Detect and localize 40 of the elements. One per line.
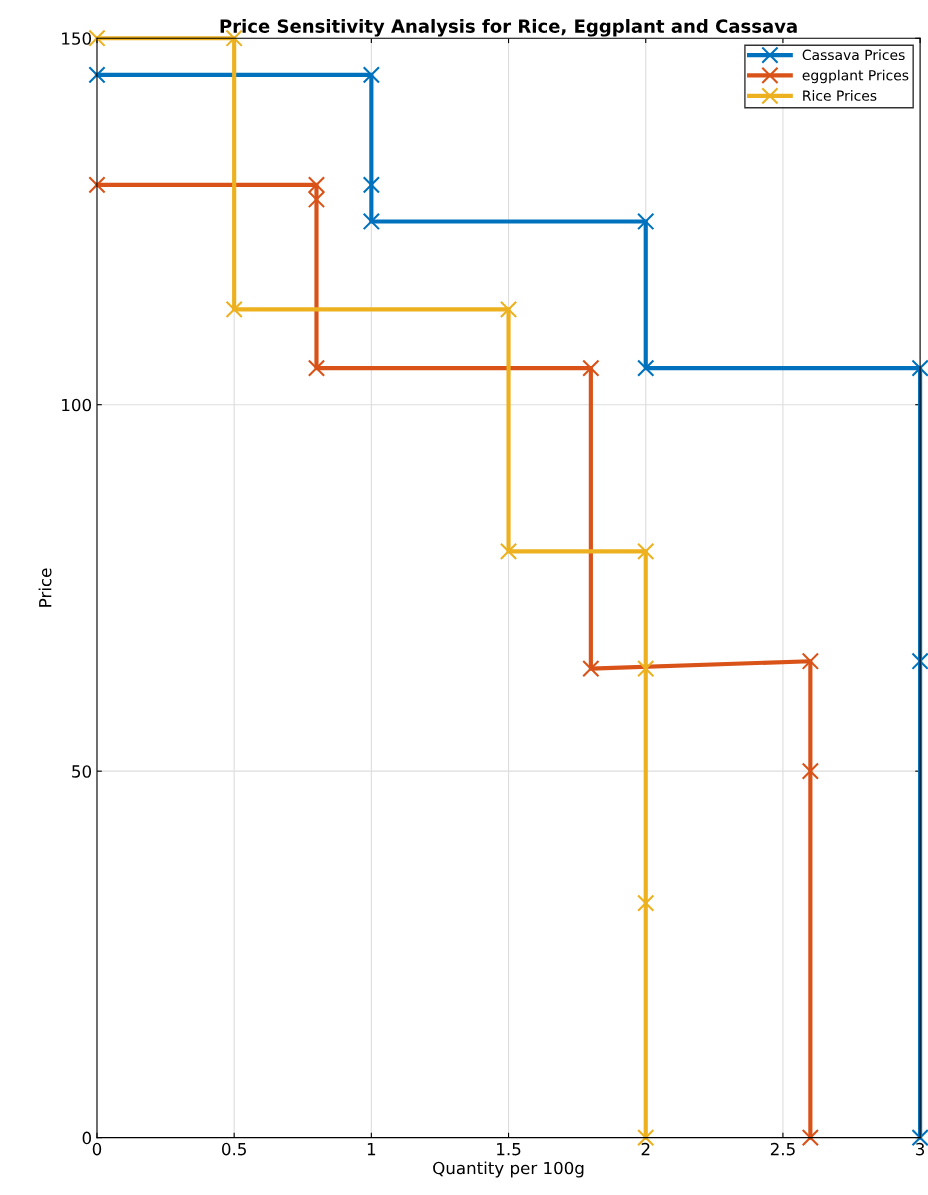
x-tick-label: 0 (92, 1142, 102, 1156)
point (637, 359, 655, 377)
legend-label: Cassava Prices (802, 49, 905, 61)
point (307, 176, 326, 194)
point (637, 212, 655, 231)
x-tick-label: 1 (367, 1143, 376, 1156)
legend-label: eggplant Prices (802, 69, 909, 84)
point (911, 359, 928, 377)
chart-title: Price Sensitivity Analysis for Rice, Eggplant and Cassava (220, 18, 797, 37)
point (801, 762, 820, 780)
point (801, 1128, 820, 1147)
legend-label: Rice Prices (803, 90, 877, 101)
point (582, 359, 600, 377)
x-tick-label: 1.5 (497, 1143, 521, 1156)
x-tick-label: 3 (916, 1142, 925, 1156)
point (582, 659, 600, 678)
point (307, 190, 326, 209)
x-axis-title: Quantity per 100g (433, 1161, 584, 1178)
point (499, 542, 518, 560)
x-tick-label: 2 (641, 1142, 650, 1156)
point (911, 652, 928, 670)
y-tick-label: 50 (72, 765, 92, 778)
point (225, 300, 243, 319)
point (362, 66, 381, 84)
y-tick-label: 100 (62, 398, 92, 412)
point (307, 359, 326, 377)
point (499, 300, 518, 319)
y-tick-label: 0 (82, 1131, 92, 1145)
y-axis-title: Price (38, 568, 52, 607)
point (362, 212, 381, 231)
point (362, 176, 381, 194)
point (88, 176, 106, 194)
y-tick-label: 150 (62, 32, 92, 45)
x-tick-label: 2.5 (770, 1142, 795, 1156)
point (88, 66, 106, 84)
point (637, 542, 655, 560)
point (637, 894, 655, 912)
x-tick-label: 0.5 (222, 1142, 246, 1156)
point (801, 652, 820, 670)
point (637, 659, 655, 678)
